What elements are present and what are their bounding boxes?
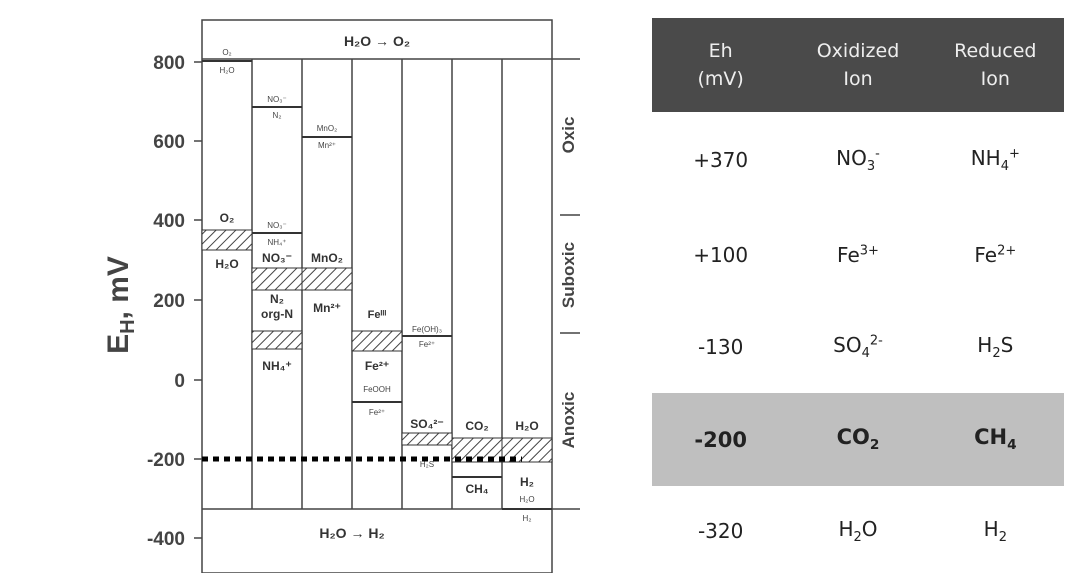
table-row: +100 Fe3+ Fe2+	[652, 208, 1064, 301]
y-tick-neg400: -400	[147, 529, 185, 550]
table-row: +370 NO3- NH4+	[652, 112, 1064, 208]
svg-text:Fe²⁺: Fe²⁺	[369, 408, 385, 417]
y-tick-labels: 800 600 400 200 0 -200 -400	[147, 53, 185, 550]
cell-oxidized: NO3-	[836, 146, 880, 174]
header-eh: Eh (mV)	[697, 40, 744, 90]
cell-eh: -320	[697, 519, 744, 543]
cell-reduced: H2S	[977, 333, 1014, 361]
cell-eh: -200	[694, 427, 747, 452]
svg-text:H₂O: H₂O	[515, 419, 538, 433]
svg-text:MnO₂: MnO₂	[317, 124, 337, 133]
svg-text:N₂: N₂	[270, 292, 284, 306]
svg-text:N₂: N₂	[273, 111, 282, 120]
cell-eh: -130	[697, 335, 744, 359]
cell-reduced: Fe2+	[974, 242, 1017, 267]
column-iron: Feᴵᴵᴵ Fe²⁺ FeOOH Fe²⁺	[351, 309, 403, 417]
zone-oxic: Oxic	[559, 117, 578, 154]
svg-text:Mn²⁺: Mn²⁺	[318, 141, 336, 150]
svg-text:org-N: org-N	[261, 307, 293, 321]
bottom-reaction-label: H₂O → H₂	[319, 525, 384, 541]
y-axis-title: EH, mV	[102, 256, 139, 354]
svg-text:FeOOH: FeOOH	[363, 385, 391, 394]
table-row: -320 H2O H2	[652, 486, 1064, 576]
header-oxidized: Oxidized Ion	[816, 40, 900, 90]
svg-text:Fe²⁺: Fe²⁺	[419, 340, 435, 349]
y-tick-0: 0	[174, 371, 185, 392]
svg-text:NO₃⁻: NO₃⁻	[267, 221, 286, 230]
column-oxygen: O₂ H₂O O₂ H₂O	[201, 48, 253, 271]
y-axis-ticks	[194, 61, 202, 539]
svg-text:SO₄²⁻: SO₄²⁻	[410, 417, 443, 431]
svg-text:NH₄⁺: NH₄⁺	[267, 238, 286, 247]
column-nitrogen: NO₃⁻ N₂ NO₃⁻ NH₄⁺ NO₃⁻ N₂ org-N NH₄⁺	[251, 95, 303, 373]
svg-text:CO₂: CO₂	[465, 419, 488, 433]
y-tick-neg200: -200	[147, 450, 185, 471]
svg-text:Mn²⁺: Mn²⁺	[313, 301, 341, 315]
header-reduced: Reduced Ion	[954, 40, 1037, 90]
cell-reduced: CH4	[974, 425, 1017, 454]
svg-text:Fe²⁺: Fe²⁺	[365, 359, 389, 373]
zone-anoxic: Anoxic	[559, 392, 578, 449]
y-tick-800: 800	[153, 53, 185, 74]
diagram-frame	[201, 19, 580, 573]
svg-text:MnO₂: MnO₂	[311, 251, 343, 265]
table-header-row: Eh (mV) Oxidized Ion Reduced Ion	[652, 18, 1064, 112]
cell-oxidized: SO42-	[833, 333, 883, 361]
column-hydrogen: H₂O H₂ H₂O H₂	[501, 419, 553, 523]
svg-text:NO₃⁻: NO₃⁻	[267, 95, 286, 104]
top-reaction-label: H₂O → O₂	[344, 33, 410, 49]
svg-text:Fe(OH)₃: Fe(OH)₃	[412, 325, 442, 334]
svg-text:H₂O: H₂O	[219, 66, 234, 75]
redox-ladder-diagram: 800 600 400 200 0 -200 -400 EH, mV H₂O →…	[102, 19, 580, 573]
cell-eh: +100	[693, 242, 749, 267]
table-row: -130 SO42- H2S	[652, 301, 1064, 393]
cell-oxidized: CO2	[836, 425, 880, 454]
cell-oxidized: Fe3+	[837, 242, 879, 267]
svg-text:NH₄⁺: NH₄⁺	[262, 359, 291, 373]
cell-oxidized: H2O	[838, 517, 878, 545]
svg-text:NO₃⁻: NO₃⁻	[262, 251, 292, 265]
y-tick-400: 400	[153, 211, 185, 232]
table-row-highlighted: -200 CO2 CH4	[652, 393, 1064, 486]
svg-text:H₂: H₂	[523, 514, 532, 523]
cell-reduced: NH4+	[970, 146, 1020, 174]
redox-table: Eh (mV) Oxidized Ion Reduced Ion +370 NO3- …	[652, 18, 1064, 576]
zone-suboxic: Suboxic	[559, 242, 578, 308]
svg-text:O₂: O₂	[222, 48, 231, 57]
cell-reduced: H2	[983, 517, 1007, 545]
y-tick-200: 200	[153, 291, 185, 312]
svg-text:H₂O: H₂O	[215, 257, 238, 271]
svg-text:H₂S: H₂S	[420, 460, 434, 469]
svg-text:Feᴵᴵᴵ: Feᴵᴵᴵ	[368, 309, 387, 321]
y-tick-600: 600	[153, 132, 185, 153]
svg-text:O₂: O₂	[220, 211, 235, 225]
zone-separators	[560, 214, 580, 334]
column-sulfur: Fe(OH)₃ Fe²⁺ SO₄²⁻ H₂S	[401, 325, 453, 469]
cell-eh: +370	[693, 148, 749, 172]
svg-text:CH₄: CH₄	[465, 482, 488, 496]
svg-text:H₂: H₂	[520, 475, 534, 489]
svg-text:H₂O: H₂O	[519, 495, 534, 504]
column-manganese: MnO₂ Mn²⁺ MnO₂ Mn²⁺	[301, 124, 353, 315]
